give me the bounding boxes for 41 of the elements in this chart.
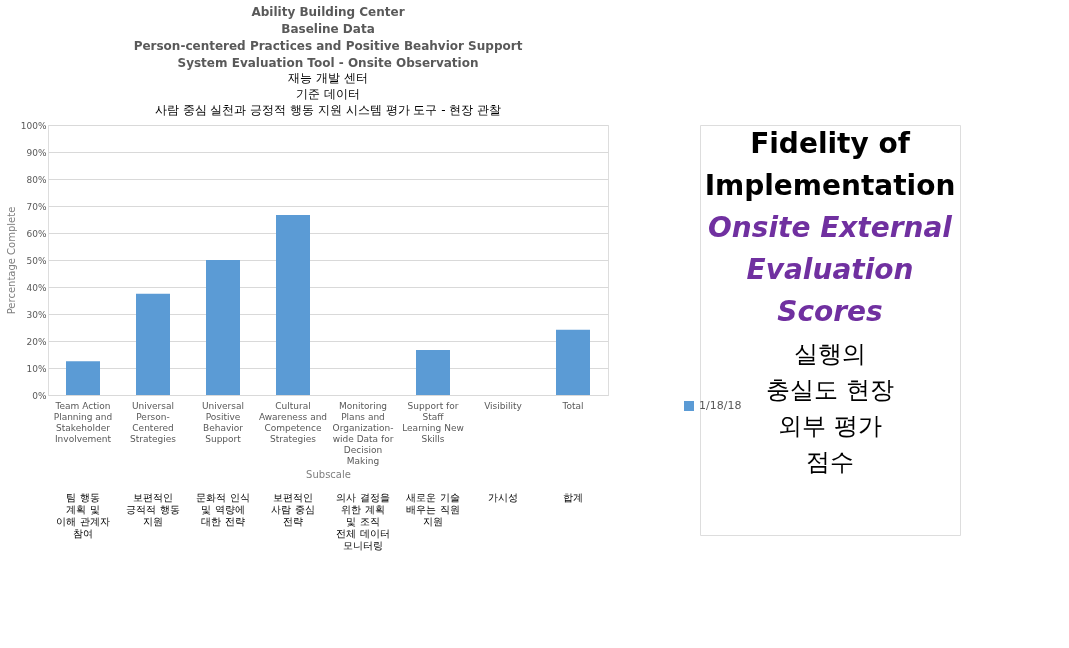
text: Fidelity of Implementation <box>704 127 956 202</box>
text: 문화적 인식 및 역량에 대한 전략 <box>196 492 250 527</box>
bar <box>206 260 240 395</box>
text: 팀 행동 계획 및 이해 관계자 참여 <box>56 492 110 539</box>
chart-title: Ability Building Center Baseline Data Person-centered Practices and Positive Beahvior Support System Evaluation Tool - Onsite Observation <box>133 5 523 70</box>
text: 새로운 기술 배우는 직원 지원 <box>406 492 460 527</box>
y-tick-label: 50% <box>26 255 47 266</box>
y-axis-title: Percentage Complete <box>5 206 17 315</box>
y-tick-label: 100% <box>20 120 47 131</box>
y-tick-label: 70% <box>26 201 47 212</box>
x-tick-label: Cultural Awareness and Competence Strategies <box>258 400 328 444</box>
legend-label: 1/18/18 <box>699 399 742 412</box>
y-tick-label: 0% <box>32 390 47 401</box>
text: 의사 결정을 위한 계획 및 조직 전체 데이터 모니터링 <box>336 492 390 551</box>
y-tick-label: 30% <box>26 309 47 320</box>
text: 가시성 <box>488 492 518 503</box>
x-axis-title: Subscale <box>306 468 351 480</box>
x-tick-label: Team Action Planning and Stakeholder Involvement <box>53 400 113 444</box>
bar <box>276 214 310 395</box>
y-tick-label: 60% <box>26 228 47 239</box>
y-tick-label: 40% <box>26 282 47 293</box>
x-tick-label: Support for Staff Learning New Skills <box>402 400 464 444</box>
text: 보편적인 사람 중심 전략 <box>271 492 315 527</box>
text: 합계 <box>563 492 583 503</box>
x-tick-label: Universal Person-Centered Strategies <box>130 400 177 444</box>
text: 보편적인 긍적적 행동 지원 <box>126 492 180 527</box>
y-tick-label: 20% <box>26 336 47 347</box>
bar <box>66 361 100 395</box>
x-tick-label: Universal Positive Behavior Support <box>201 400 245 444</box>
x-tick-label: Monitoring Plans and Organization-wide Data for Decision Making <box>332 400 394 466</box>
bar <box>556 329 590 395</box>
x-tick-label: Visibility <box>484 400 523 411</box>
y-tick-label: 10% <box>26 363 47 374</box>
bar <box>416 349 450 395</box>
chart-subtitle: 재능 개발 센터 기준 데이터 사람 중심 실천과 긍정적 행동 지원 시스템 평가 도구 - 현장 관찰 <box>154 71 502 117</box>
bar <box>136 293 170 395</box>
text: Onsite External Evaluation Scores <box>708 211 953 328</box>
y-tick-label: 80% <box>26 174 47 185</box>
text: 실행의 충실도 현장 외부 평가 점수 <box>766 340 894 476</box>
y-tick-label: 90% <box>26 147 47 158</box>
x-tick-label: Total <box>561 400 584 411</box>
